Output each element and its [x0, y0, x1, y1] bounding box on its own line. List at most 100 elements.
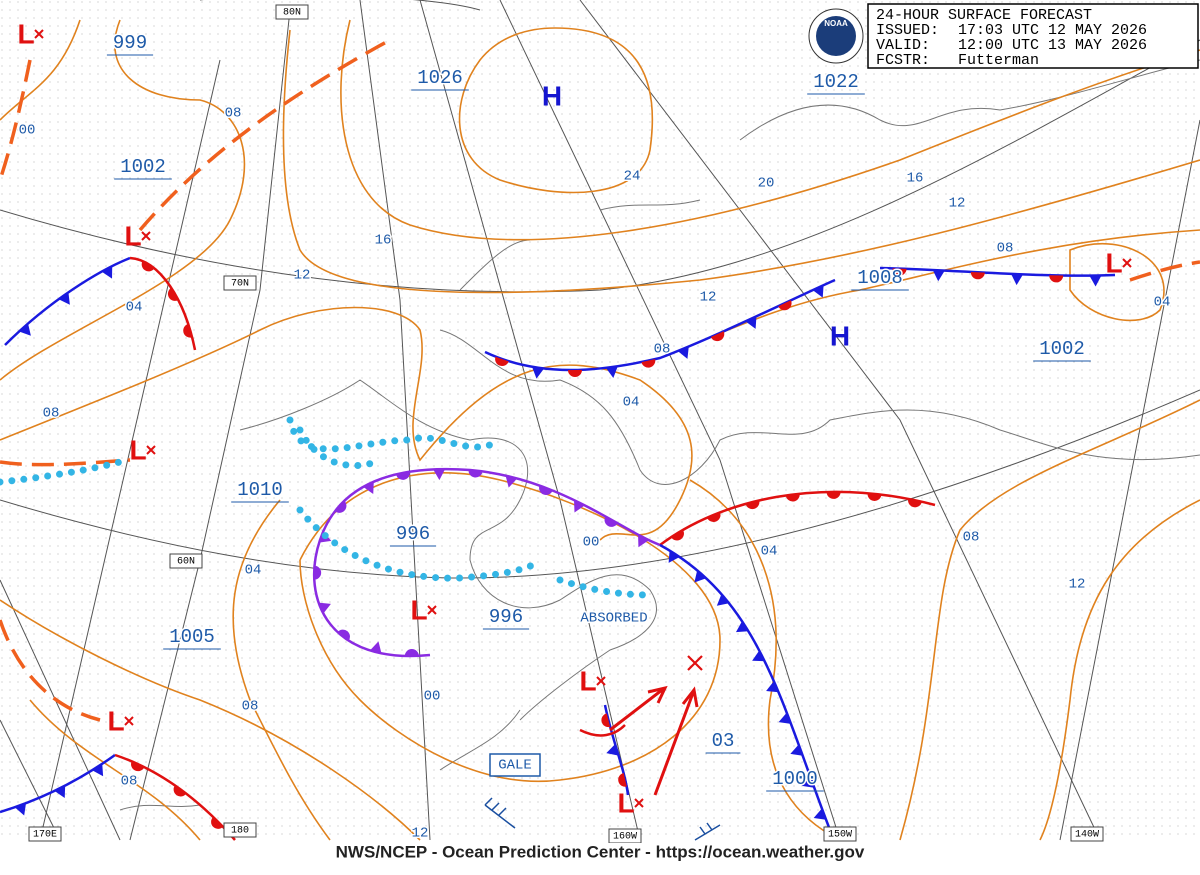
front — [0, 458, 131, 467]
high-center: H — [830, 320, 850, 351]
semicircle — [908, 498, 922, 508]
wind-barb — [484, 797, 721, 841]
gale-warning: GALE — [498, 758, 532, 774]
triangle — [932, 270, 945, 282]
warm-symbol — [404, 649, 419, 657]
low-center: L — [1105, 247, 1122, 278]
issued-time: 17:03 UTC 12 MAY 2026 — [958, 22, 1147, 39]
low-center: L — [129, 434, 146, 465]
triangle — [735, 621, 749, 633]
cold-symbol — [812, 285, 824, 298]
cold-symbol — [778, 712, 792, 724]
isobars — [0, 19, 1200, 841]
semicircle — [707, 512, 721, 522]
triangle — [668, 550, 680, 563]
semicircle — [211, 816, 224, 829]
low-center: L — [617, 787, 634, 818]
semicircle — [141, 260, 155, 272]
low-center: L — [579, 665, 596, 696]
semicircle — [173, 785, 187, 797]
low-x — [141, 231, 151, 241]
triangle — [363, 481, 374, 495]
cold-symbol — [606, 744, 619, 756]
gale-box — [489, 753, 541, 777]
semicircle — [892, 268, 907, 276]
triangle — [752, 650, 765, 662]
warm-symbol — [670, 529, 684, 541]
semicircle — [641, 359, 656, 368]
cold-symbol — [54, 785, 66, 799]
high-center: H — [542, 80, 562, 111]
pressure-label: 1000 — [772, 768, 818, 790]
triangle — [605, 366, 618, 378]
semicircle — [1049, 275, 1064, 283]
warm-symbol — [468, 469, 483, 478]
footer-credit: NWS/NCEP - Ocean Prediction Center - htt… — [336, 842, 865, 861]
isobar-label: 04 — [245, 563, 262, 579]
warm-symbol — [778, 300, 792, 311]
isobar-label: 12 — [412, 826, 429, 842]
front — [484, 278, 836, 372]
low-x — [146, 445, 156, 455]
cold-symbol — [790, 744, 803, 756]
triangle — [801, 776, 815, 788]
grid-label: 170E — [33, 830, 57, 841]
semicircle — [334, 500, 347, 513]
cold-symbol — [532, 366, 544, 379]
semicircle — [618, 772, 627, 787]
cold-symbol — [92, 763, 104, 777]
cold-symbol — [433, 469, 446, 481]
semicircle — [826, 491, 841, 499]
semicircle — [539, 485, 553, 495]
isobar-label: 04 — [126, 300, 143, 316]
semicircle — [131, 761, 145, 772]
labels: 80N 70N 60N 170E 180 160W 150W 140W 00 08 24 20 16 12… — [17, 4, 1172, 844]
triangle — [14, 803, 27, 816]
warm-symbol — [1049, 275, 1064, 283]
warm-symbol — [892, 268, 907, 276]
warm-symbol — [970, 271, 985, 280]
front — [0, 753, 116, 814]
front — [138, 38, 391, 232]
cold-symbol — [694, 570, 707, 583]
isobar-label: 08 — [997, 241, 1014, 257]
isobar-label: 20 — [758, 176, 775, 192]
low-x — [634, 798, 644, 808]
grid-label: 140W — [1075, 830, 1099, 841]
motion-arrow — [609, 685, 699, 796]
pressure-label: 1022 — [813, 71, 859, 93]
pressure-label: 1010 — [237, 479, 283, 501]
triangle — [606, 744, 619, 756]
warm-symbol — [337, 629, 350, 641]
front — [579, 724, 626, 737]
cold-symbol — [638, 534, 649, 548]
logo-text: NOAA — [824, 19, 848, 28]
triangle — [677, 346, 689, 359]
low-center: L — [410, 594, 427, 625]
warm-symbol — [707, 512, 721, 522]
front — [1129, 260, 1200, 282]
semicircle — [604, 516, 618, 527]
cold-symbol — [19, 323, 31, 336]
low-x — [427, 605, 437, 615]
triangle — [369, 641, 382, 654]
triangle — [92, 763, 104, 777]
triangle — [812, 285, 824, 298]
isobar-label: 08 — [225, 106, 242, 122]
cold-symbol — [605, 366, 618, 378]
ice-edge — [0, 416, 654, 599]
pressure-label: 1005 — [169, 626, 215, 648]
low-center: L — [124, 220, 141, 251]
isobar-label: 00 — [583, 535, 600, 551]
warm-symbol — [173, 785, 187, 797]
isobar-label: 08 — [121, 774, 138, 790]
grid-label-box — [823, 826, 857, 842]
pressure-label: 1002 — [1039, 338, 1085, 360]
isobar-label: 12 — [949, 196, 966, 212]
cold-symbol — [766, 681, 779, 693]
cold-symbol — [318, 602, 331, 614]
cold-symbol — [58, 292, 70, 305]
grid-label: 150W — [828, 830, 852, 841]
semicircle — [337, 629, 350, 641]
cold-symbol — [505, 475, 518, 488]
